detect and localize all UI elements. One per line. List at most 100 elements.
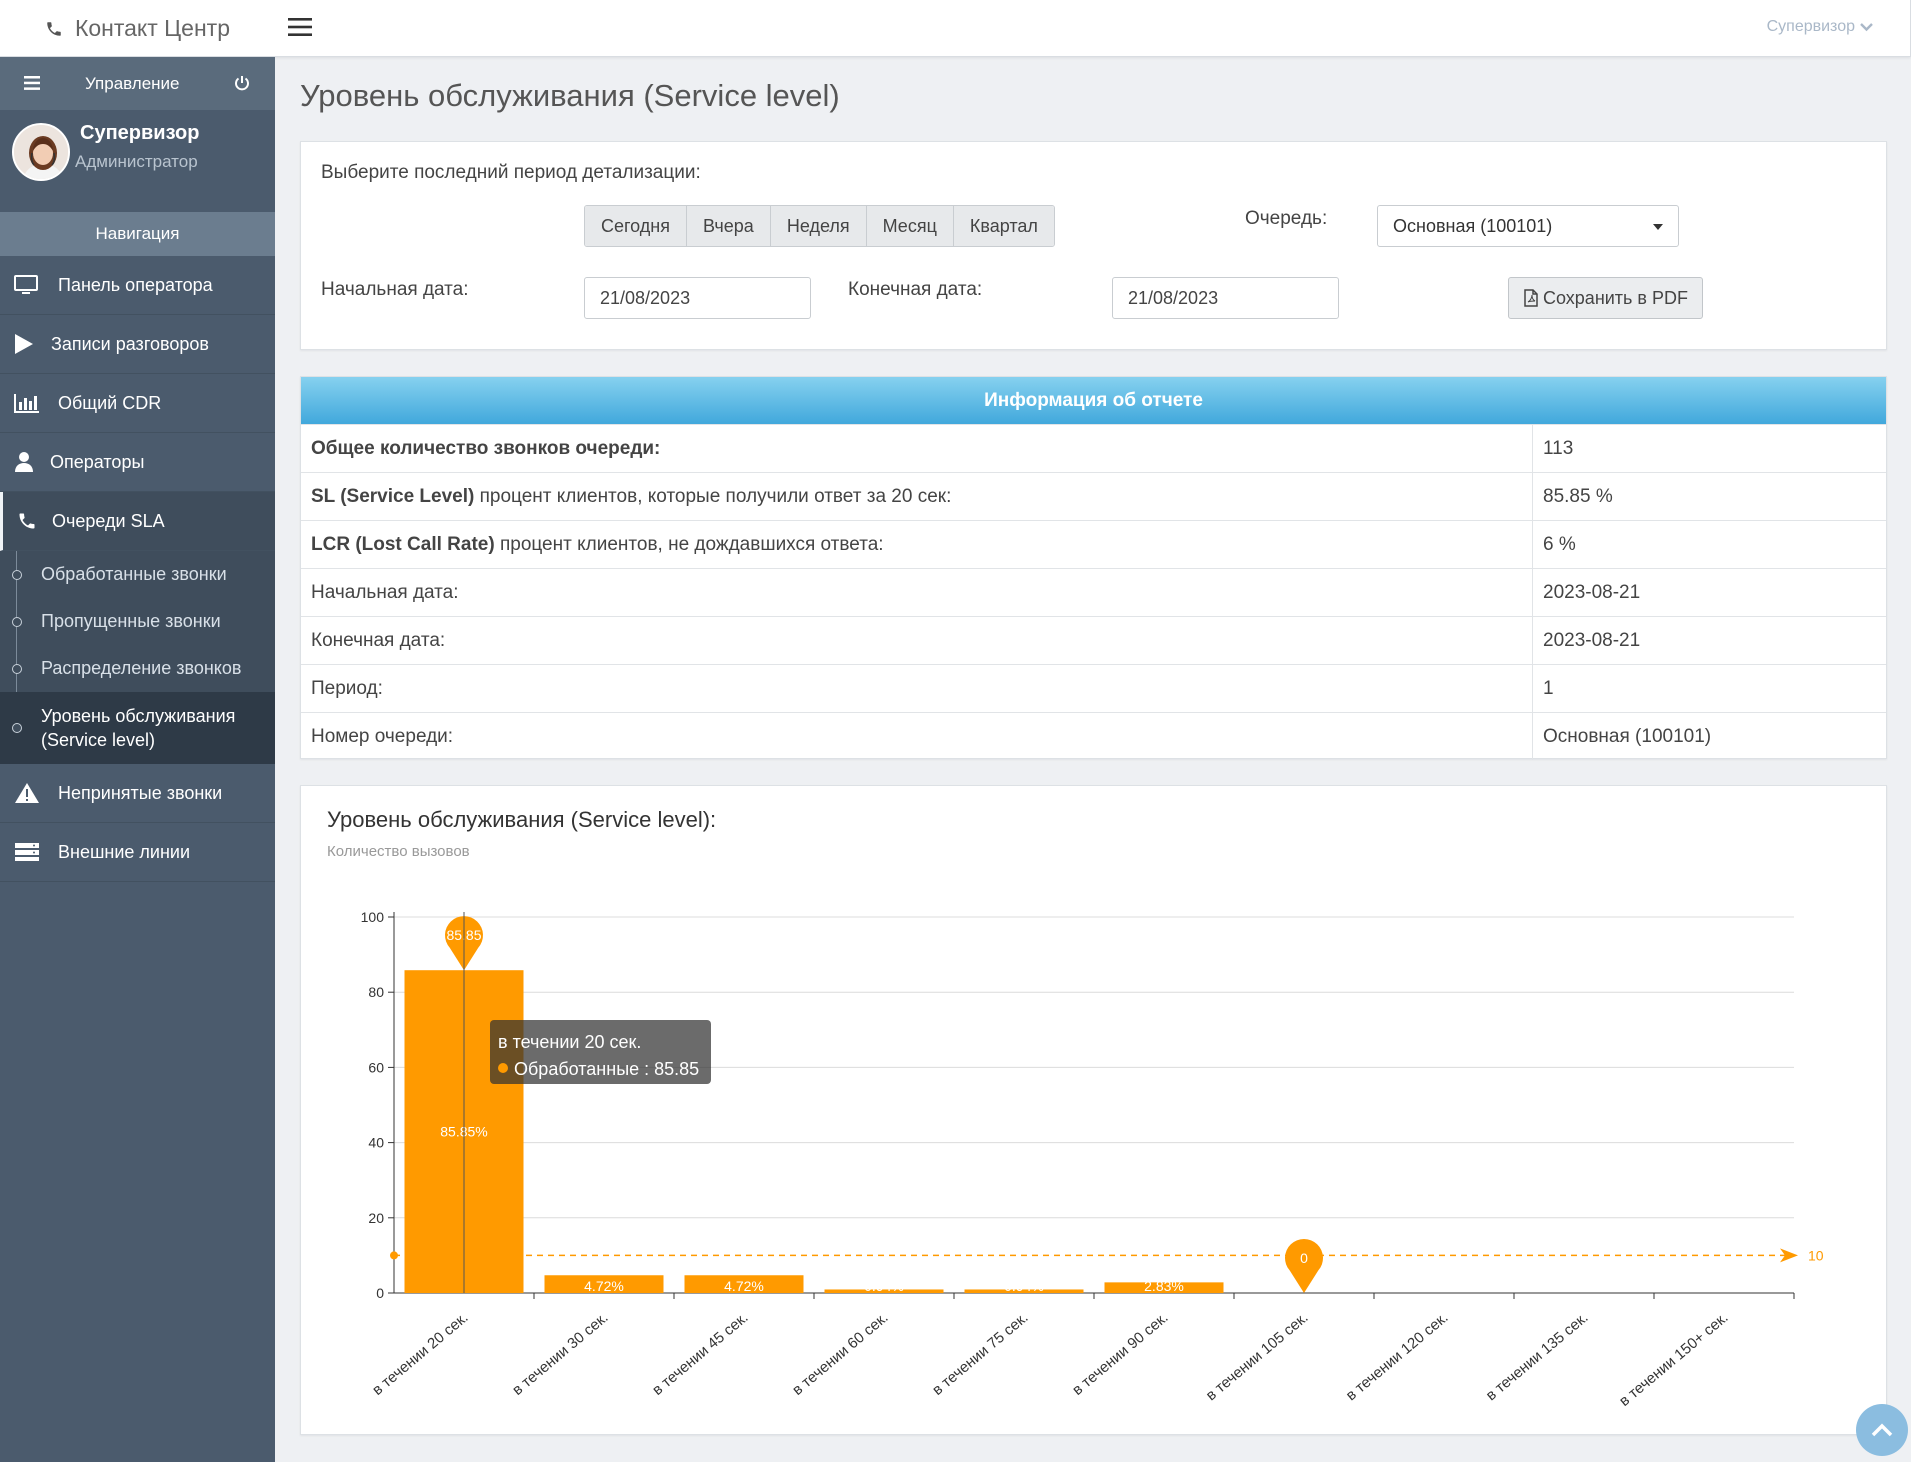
- period-month-button[interactable]: Месяц: [866, 206, 954, 246]
- report-info-header: Информация об отчете: [301, 377, 1886, 424]
- queue-select[interactable]: Основная (100101): [1377, 205, 1679, 247]
- x-tick-label: в течении 30 сек.: [509, 1309, 611, 1399]
- warning-icon: [15, 783, 39, 803]
- sub-item-label: Уровень обслуживания (Service level): [41, 706, 236, 750]
- report-row-label: LCR (Lost Call Rate) процент клиентов, н…: [301, 521, 1533, 568]
- sidebar-item-queues-sla[interactable]: Очереди SLA: [0, 492, 275, 551]
- sidebar-item-cdr[interactable]: Общий CDR: [0, 374, 275, 433]
- report-row-label: Общее количество звонков очереди:: [301, 425, 1533, 472]
- report-row-label-bold: SL (Service Level): [311, 485, 475, 507]
- save-pdf-label: Сохранить в PDF: [1542, 287, 1688, 308]
- sidebar-item-unanswered[interactable]: Непринятые звонки: [0, 764, 275, 823]
- report-row-label: Конечная дата:: [301, 617, 1533, 664]
- report-row: LCR (Lost Call Rate) процент клиентов, н…: [301, 520, 1886, 568]
- end-date-input[interactable]: 21/08/2023: [1112, 277, 1339, 319]
- report-table: Общее количество звонков очереди: 113 SL (…: [301, 424, 1886, 760]
- profile-name: Супервизор: [80, 122, 200, 144]
- report-row-label-text: Начальная дата:: [311, 581, 459, 603]
- report-row-value: 6 %: [1543, 533, 1576, 555]
- sidebar-item-operator-panel[interactable]: Панель оператора: [0, 256, 275, 315]
- scroll-to-top-button[interactable]: [1856, 1404, 1908, 1456]
- data-label: 0.94%: [864, 1278, 904, 1294]
- report-row-label-text: Конечная дата:: [311, 629, 446, 651]
- sidebar-sub-item-distribution[interactable]: Распределение звонков: [0, 645, 275, 692]
- chart-panel: Уровень обслуживания (Service level): Ко…: [300, 785, 1887, 1435]
- sidebar-sub-item-processed[interactable]: Обработанные звонки: [0, 551, 275, 598]
- sidebar-item-label: Очереди SLA: [52, 510, 165, 531]
- y-tick-label: 60: [368, 1059, 384, 1075]
- period-week-button[interactable]: Неделя: [770, 206, 867, 246]
- report-row-label: SL (Service Level) процент клиентов, кот…: [301, 473, 1533, 520]
- sidebar-item-label: Операторы: [50, 451, 145, 472]
- chart-y-axis-label: Количество вызовов: [327, 843, 470, 860]
- report-row-label-text: Период:: [311, 677, 383, 699]
- data-label: 0.94%: [1004, 1278, 1044, 1294]
- sidebar-profile: Супервизор Администратор: [0, 110, 275, 212]
- sub-item-label: Пропущенные звонки: [41, 611, 221, 631]
- power-icon[interactable]: [234, 75, 250, 91]
- y-tick-label: 40: [368, 1135, 384, 1151]
- pdf-file-icon: [1524, 289, 1538, 307]
- report-row: SL (Service Level) процент клиентов, кот…: [301, 472, 1886, 520]
- menu-toggle-icon[interactable]: [288, 17, 312, 42]
- tooltip-title: в течении 20 сек.: [498, 1032, 641, 1052]
- sidebar-item-label: Непринятые звонки: [58, 782, 223, 803]
- report-row-label-bold: LCR (Lost Call Rate): [311, 533, 495, 555]
- sidebar-sub-item-service-level[interactable]: Уровень обслуживания (Service level): [0, 692, 275, 764]
- sub-item-label: Распределение звонков: [41, 658, 242, 678]
- chart-bar: [544, 1275, 664, 1293]
- chart-bar: [1104, 1282, 1224, 1293]
- mark-point-pin: [1285, 1238, 1323, 1293]
- monitor-icon: [14, 275, 38, 294]
- report-row-value: 2023-08-21: [1543, 629, 1641, 651]
- chart-title: Уровень обслуживания (Service level):: [327, 807, 717, 832]
- chevron-up-icon: [1871, 1423, 1893, 1437]
- y-tick-label: 100: [361, 909, 385, 925]
- list-icon[interactable]: [24, 76, 40, 90]
- avatar[interactable]: [12, 123, 70, 181]
- sub-item-label: Обработанные звонки: [41, 564, 227, 584]
- x-tick-label: в течении 75 сек.: [929, 1309, 1031, 1399]
- mark-line-label: 10: [1808, 1247, 1824, 1263]
- period-today-button[interactable]: Сегодня: [585, 206, 687, 246]
- report-row: Общее количество звонков очереди: 113: [301, 424, 1886, 472]
- period-yesterday-button[interactable]: Вчера: [687, 206, 771, 246]
- end-date-label: Конечная дата:: [848, 279, 983, 300]
- report-row-label: Начальная дата:: [301, 569, 1533, 616]
- sidebar-item-operators[interactable]: Операторы: [0, 433, 275, 492]
- period-quarter-button[interactable]: Квартал: [953, 206, 1054, 246]
- play-icon: [15, 334, 33, 354]
- report-info-panel: Информация об отчете Общее количество зв…: [300, 376, 1887, 760]
- sidebar-submenu: Обработанные звонки Пропущенные звонки Р…: [0, 551, 275, 764]
- y-tick-label: 80: [368, 984, 384, 1000]
- report-row-value: 85.85 %: [1543, 485, 1613, 507]
- sidebar-item-recordings[interactable]: Записи разговоров: [0, 315, 275, 374]
- x-tick-label: в течении 120 сек.: [1343, 1309, 1452, 1404]
- report-row-label: Период:: [301, 665, 1533, 712]
- data-label: 2.83%: [1144, 1278, 1184, 1294]
- y-tick-label: 0: [376, 1285, 384, 1301]
- filter-panel: Выберите последний период детализации: С…: [300, 141, 1887, 350]
- caret-down-icon: [1653, 224, 1663, 230]
- phone-icon: [47, 21, 61, 36]
- report-row: Период: 1: [301, 664, 1886, 712]
- x-tick-label: в течении 150+ сек.: [1616, 1309, 1732, 1410]
- user-menu[interactable]: Супервизор: [1767, 18, 1873, 36]
- sidebar-sub-item-missed[interactable]: Пропущенные звонки: [0, 598, 275, 645]
- data-label: 4.72%: [724, 1278, 764, 1294]
- y-tick-label: 20: [368, 1210, 384, 1226]
- report-row-label-text: процент клиентов, не дождавшихся ответа:: [494, 533, 884, 555]
- report-row-value: 1: [1543, 677, 1554, 699]
- sidebar-item-external-lines[interactable]: Внешние линии: [0, 823, 275, 882]
- manage-label: Управление: [85, 74, 180, 93]
- queue-label: Очередь:: [1245, 208, 1328, 229]
- user-icon: [15, 452, 33, 472]
- queue-select-value: Основная (100101): [1393, 215, 1553, 236]
- period-label: Выберите последний период детализации:: [321, 162, 701, 183]
- save-pdf-button[interactable]: Сохранить в PDF: [1508, 277, 1703, 319]
- brand[interactable]: Контакт Центр: [0, 0, 275, 57]
- report-row: Номер очереди: Основная (100101): [301, 712, 1886, 760]
- start-date-input[interactable]: 21/08/2023: [584, 277, 811, 319]
- sidebar-manage-bar: Управление: [0, 57, 275, 110]
